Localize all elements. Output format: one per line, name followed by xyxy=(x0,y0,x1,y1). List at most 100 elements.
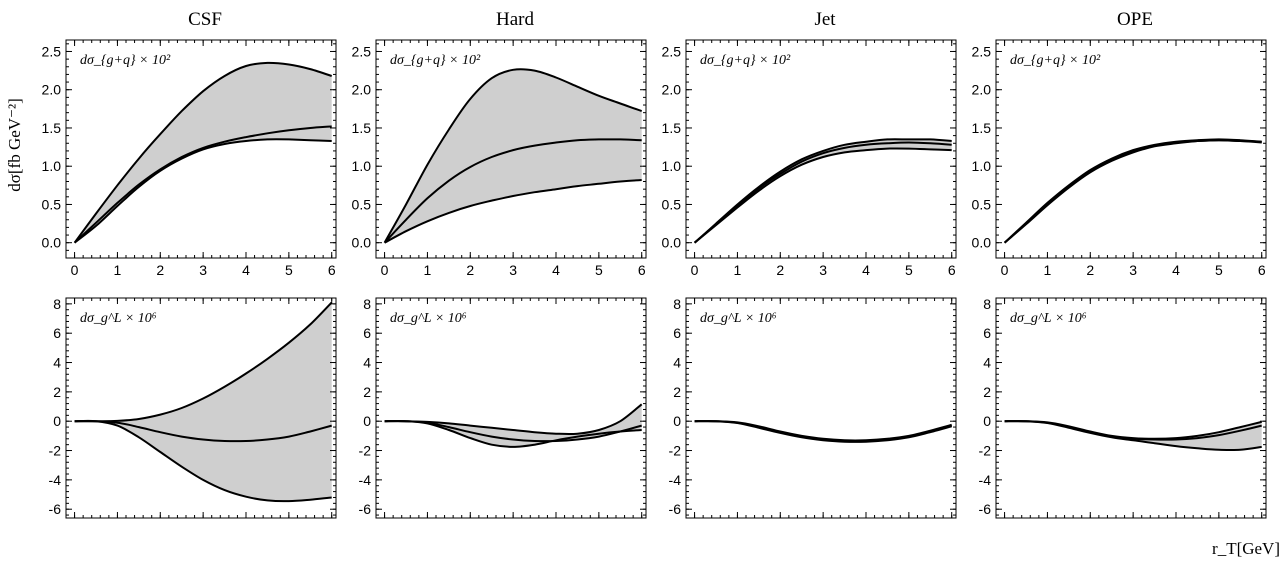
y-tick-label: 1.0 xyxy=(42,158,62,174)
panel-ope-row-0: 0.0 0.5 1.0 1.5 2.0 2.5 0 1 2 3 4 5 6 dσ_{g+q} × 10² xyxy=(972,39,1267,278)
x-tick-label: 1 xyxy=(114,262,122,278)
y-tick-label: 6 xyxy=(363,325,371,341)
x-tick-label: 1 xyxy=(734,262,742,278)
y-tick-label: -4 xyxy=(359,472,372,488)
x-tick-label: 6 xyxy=(328,262,336,278)
series-line-2 xyxy=(694,420,952,443)
x-tick-label: 0 xyxy=(691,262,699,278)
y-tick-label: 2 xyxy=(53,384,61,400)
panel-frame xyxy=(685,39,957,259)
panel-frame xyxy=(685,297,957,519)
series-line-1 xyxy=(383,138,642,244)
y-tick-label: 6 xyxy=(983,325,991,341)
y-tick-label: -4 xyxy=(669,472,682,488)
series-line-1 xyxy=(74,420,332,443)
x-tick-label: 6 xyxy=(638,262,646,278)
panel-frame xyxy=(65,39,337,259)
x-tick-label: 0 xyxy=(1001,262,1009,278)
y-tick-label: 2.0 xyxy=(662,82,682,98)
y-tick-label: 4 xyxy=(983,355,991,371)
y-tick-label: 0.0 xyxy=(662,235,682,251)
series-line-0 xyxy=(384,403,643,436)
y-tick-label: 2.5 xyxy=(662,43,682,59)
y-tick-label: 0 xyxy=(53,413,61,429)
y-tick-label: 1.5 xyxy=(662,120,682,136)
series-line-0 xyxy=(1003,138,1262,244)
y-tick-label: 1.5 xyxy=(42,120,62,136)
panel-quantity-label: dσ_g^L × 10⁶ xyxy=(80,311,157,326)
y-tick-label: -6 xyxy=(979,501,992,517)
series-line-2 xyxy=(73,138,332,244)
x-tick-label: 2 xyxy=(466,262,474,278)
x-tick-label: 4 xyxy=(862,262,870,278)
x-tick-label: 2 xyxy=(776,262,784,278)
series-line-2 xyxy=(384,179,642,244)
series-line-0 xyxy=(383,68,643,244)
series-line-1 xyxy=(693,141,952,244)
y-tick-label: 2 xyxy=(673,384,681,400)
panel-quantity-label: dσ_g^L × 10⁶ xyxy=(1010,311,1087,326)
y-tick-label: -6 xyxy=(669,501,682,517)
x-tick-label: 6 xyxy=(1258,262,1266,278)
y-tick-label: 0.0 xyxy=(42,235,62,251)
x-tick-label: 3 xyxy=(819,262,827,278)
panel-frame xyxy=(375,297,647,519)
y-tick-label: 8 xyxy=(363,296,371,312)
y-tick-label: 2.0 xyxy=(352,82,372,98)
x-tick-label: 3 xyxy=(1129,262,1137,278)
y-tick-label: 0 xyxy=(673,413,681,429)
y-tick-label: 0.5 xyxy=(352,196,372,212)
y-tick-label: 0.5 xyxy=(662,196,682,212)
y-tick-label: 4 xyxy=(53,355,61,371)
x-tick-label: 3 xyxy=(199,262,207,278)
y-tick-label: -6 xyxy=(49,501,62,517)
x-tick-label: 6 xyxy=(948,262,956,278)
series-line-0 xyxy=(74,301,333,423)
uncertainty-band xyxy=(694,139,952,243)
y-axis-label: dσ[fb GeV⁻²] xyxy=(5,98,24,192)
series-line-2 xyxy=(74,419,332,503)
series-line-0 xyxy=(73,61,333,244)
y-tick-label: -2 xyxy=(979,443,992,459)
x-tick-label: 5 xyxy=(595,262,603,278)
series-line-0 xyxy=(694,420,952,442)
y-tick-label: 0 xyxy=(363,413,371,429)
y-tick-label: 2 xyxy=(983,384,991,400)
uncertainty-band xyxy=(74,302,332,502)
y-tick-label: -2 xyxy=(49,443,62,459)
x-tick-label: 1 xyxy=(1044,262,1052,278)
uncertainty-band xyxy=(1004,139,1262,243)
x-tick-label: 5 xyxy=(1215,262,1223,278)
panel-quantity-label: dσ_g^L × 10⁶ xyxy=(700,311,777,326)
y-tick-label: 0.0 xyxy=(352,235,372,251)
y-tick-label: 8 xyxy=(673,296,681,312)
series-line-2 xyxy=(384,420,642,448)
x-tick-label: 4 xyxy=(242,262,250,278)
column-title-hard: Hard xyxy=(496,9,534,30)
panel-frame xyxy=(375,39,647,259)
uncertainty-band xyxy=(74,62,332,243)
y-tick-label: 2.0 xyxy=(42,82,62,98)
panel-quantity-label: dσ_{g+q} × 10² xyxy=(390,53,481,68)
x-axis-label: r_T[GeV] xyxy=(1212,539,1280,558)
y-tick-label: 0 xyxy=(983,413,991,429)
y-tick-label: 8 xyxy=(983,296,991,312)
x-tick-label: 2 xyxy=(1086,262,1094,278)
y-tick-label: -2 xyxy=(359,443,372,459)
x-tick-label: 3 xyxy=(509,262,517,278)
y-tick-label: -6 xyxy=(359,501,372,517)
panel-hard-row-1: -6 -4 -2 0 2 4 6 8 dσ_g^L × 10⁶ xyxy=(359,296,647,519)
y-tick-label: 0.5 xyxy=(42,196,62,212)
x-tick-label: 4 xyxy=(552,262,560,278)
panel-grid: 0.0 0.5 1.0 1.5 2.0 2.5 0 1 2 3 4 5 6 dσ_{g+q} × 10² 0… xyxy=(42,39,1267,519)
panel-ope-row-1: -6 -4 -2 0 2 4 6 8 dσ_g^L × 10⁶ xyxy=(979,296,1267,519)
y-tick-label: 6 xyxy=(673,325,681,341)
y-tick-label: 4 xyxy=(673,355,681,371)
y-tick-label: -4 xyxy=(979,472,992,488)
y-tick-label: 2.5 xyxy=(972,43,992,59)
x-tick-label: 2 xyxy=(156,262,164,278)
y-tick-label: 1.0 xyxy=(662,158,682,174)
panel-quantity-label: dσ_{g+q} × 10² xyxy=(1010,53,1101,68)
y-tick-label: 2.0 xyxy=(972,82,992,98)
panel-quantity-label: dσ_g^L × 10⁶ xyxy=(390,311,467,326)
